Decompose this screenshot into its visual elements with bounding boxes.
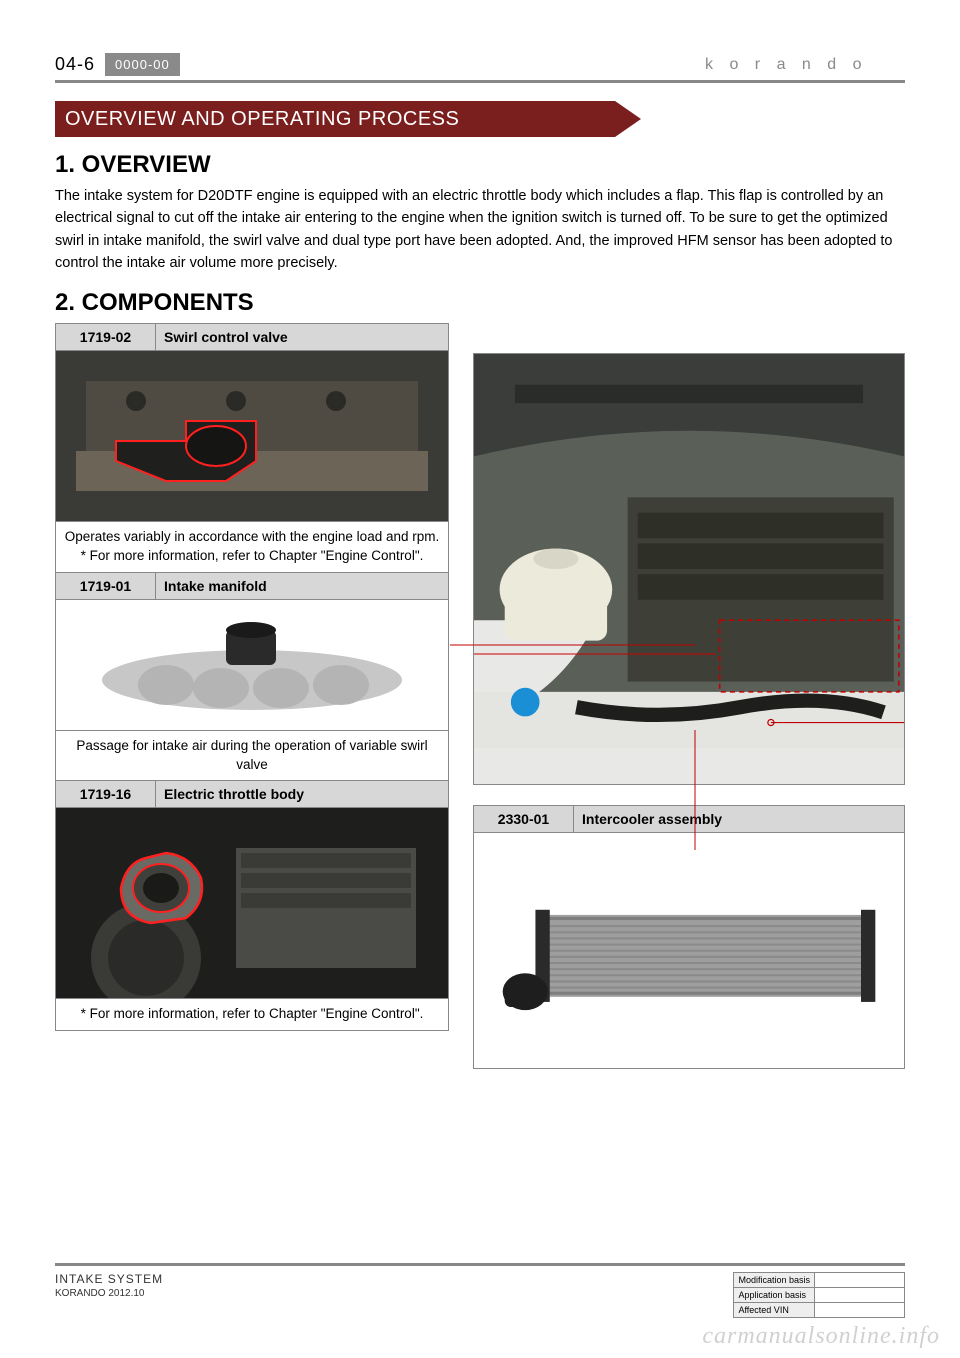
component-image-intercooler	[474, 833, 904, 1068]
section-code: 0000-00	[105, 53, 180, 76]
desc-text: Operates variably in accordance with the…	[65, 529, 439, 544]
rev-label: Application basis	[734, 1288, 815, 1303]
rev-value	[815, 1288, 905, 1303]
banner-triangle	[615, 101, 641, 137]
left-column: 1719-02 Swirl control valve	[55, 323, 449, 1069]
component-desc: * For more information, refer to Chapter…	[56, 999, 448, 1030]
component-name: Intake manifold	[156, 573, 448, 599]
components-heading: 2. COMPONENTS	[55, 289, 905, 317]
component-header: 1719-01 Intake manifold	[56, 573, 448, 600]
brand-logo: k o r a n d o	[705, 55, 905, 73]
right-lower: 2330-01 Intercooler assembly	[473, 805, 905, 1069]
table-row: Application basis	[734, 1288, 905, 1303]
component-code: 1719-02	[56, 324, 156, 350]
engine-bay-image	[473, 353, 905, 785]
component-code: 1719-16	[56, 781, 156, 807]
rev-label: Modification basis	[734, 1273, 815, 1288]
component-desc: Passage for intake air during the operat…	[56, 731, 448, 782]
right-column: 2330-01 Intercooler assembly	[473, 323, 905, 1069]
rev-value	[815, 1303, 905, 1318]
rev-label: Affected VIN	[734, 1303, 815, 1318]
footer-revision-table: Modification basis Application basis Aff…	[733, 1272, 905, 1318]
footer-model: KORANDO 2012.10	[55, 1288, 163, 1299]
component-name: Intercooler assembly	[574, 806, 904, 832]
component-image-manifold	[56, 600, 448, 731]
component-header: 1719-02 Swirl control valve	[56, 324, 448, 351]
components-layout: 1719-02 Swirl control valve	[55, 323, 905, 1069]
component-header: 2330-01 Intercooler assembly	[474, 806, 904, 833]
component-code: 1719-01	[56, 573, 156, 599]
page-number: 04-6	[55, 54, 95, 75]
component-desc: Operates variably in accordance with the…	[56, 522, 448, 573]
watermark: carmanualsonline.info	[702, 1323, 940, 1350]
component-image-throttle	[56, 808, 448, 999]
footer-left: INTAKE SYSTEM KORANDO 2012.10	[55, 1272, 163, 1299]
intercooler-table: 2330-01 Intercooler assembly	[473, 805, 905, 1069]
footer-row: INTAKE SYSTEM KORANDO 2012.10 Modificati…	[55, 1272, 905, 1318]
overview-text: The intake system for D20DTF engine is e…	[55, 185, 905, 275]
component-name: Swirl control valve	[156, 324, 448, 350]
page-footer: INTAKE SYSTEM KORANDO 2012.10 Modificati…	[55, 1263, 905, 1318]
header-left: 04-6 0000-00	[55, 53, 180, 76]
table-row: Affected VIN	[734, 1303, 905, 1318]
section-banner: OVERVIEW AND OPERATING PROCESS	[55, 101, 905, 137]
table-row: Modification basis	[734, 1273, 905, 1288]
component-code: 2330-01	[474, 806, 574, 832]
desc-note: * For more information, refer to Chapter…	[81, 548, 424, 563]
page-header: 04-6 0000-00 k o r a n d o	[55, 50, 905, 78]
overview-heading: 1. OVERVIEW	[55, 151, 905, 179]
components-table: 1719-02 Swirl control valve	[55, 323, 449, 1031]
section-banner-text: OVERVIEW AND OPERATING PROCESS	[55, 101, 615, 137]
svg-text:k o r a n d o: k o r a n d o	[705, 56, 868, 73]
component-header: 1719-16 Electric throttle body	[56, 781, 448, 808]
header-rule	[55, 80, 905, 83]
footer-rule	[55, 1263, 905, 1266]
component-name: Electric throttle body	[156, 781, 448, 807]
footer-system: INTAKE SYSTEM	[55, 1272, 163, 1286]
component-image-swirl	[56, 351, 448, 522]
rev-value	[815, 1273, 905, 1288]
